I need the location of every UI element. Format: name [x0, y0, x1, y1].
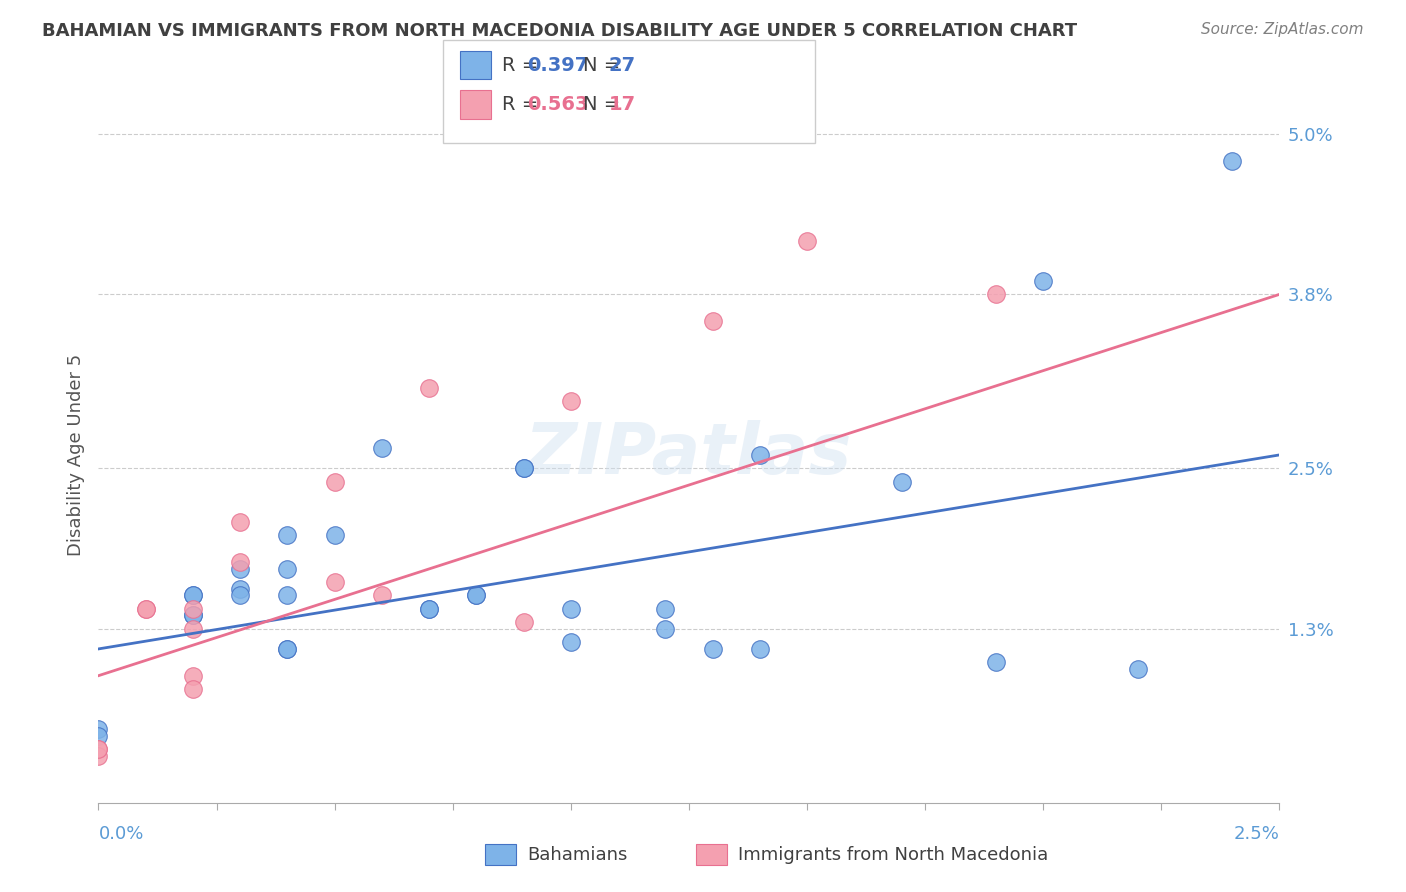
Point	[654, 601, 676, 615]
Text: 0.0%: 0.0%	[98, 825, 143, 843]
Point	[87, 742, 110, 756]
Point	[418, 381, 440, 395]
Point	[276, 528, 298, 542]
Point	[418, 601, 440, 615]
Point	[181, 589, 204, 603]
Point	[371, 442, 394, 455]
Point	[181, 601, 204, 615]
Text: 17: 17	[609, 95, 636, 114]
Point	[276, 589, 298, 603]
Point	[135, 601, 157, 615]
Point	[512, 461, 534, 475]
Point	[796, 234, 818, 248]
Point	[181, 608, 204, 623]
Point	[181, 589, 204, 603]
Point	[748, 642, 770, 657]
Text: N =: N =	[583, 95, 627, 114]
Point	[229, 589, 252, 603]
Point	[87, 749, 110, 764]
Point	[181, 608, 204, 623]
Point	[748, 448, 770, 462]
Text: 2.5%: 2.5%	[1233, 825, 1279, 843]
Point	[702, 642, 724, 657]
Point	[323, 528, 346, 542]
Point	[418, 601, 440, 615]
Point	[181, 681, 204, 696]
Point	[229, 562, 252, 576]
Y-axis label: Disability Age Under 5: Disability Age Under 5	[66, 354, 84, 556]
Point	[323, 574, 346, 589]
Point	[229, 555, 252, 569]
Point	[229, 582, 252, 596]
Point	[371, 589, 394, 603]
Point	[984, 287, 1007, 301]
Point	[560, 601, 582, 615]
Point	[890, 475, 912, 489]
Point	[465, 589, 488, 603]
Text: R =: R =	[502, 95, 544, 114]
Point	[323, 475, 346, 489]
Text: Immigrants from North Macedonia: Immigrants from North Macedonia	[738, 846, 1049, 863]
Point	[512, 461, 534, 475]
Point	[654, 622, 676, 636]
Point	[87, 742, 110, 756]
Text: 0.397: 0.397	[527, 55, 589, 75]
Text: Source: ZipAtlas.com: Source: ZipAtlas.com	[1201, 22, 1364, 37]
Text: Bahamians: Bahamians	[527, 846, 627, 863]
Point	[229, 515, 252, 529]
Point	[560, 394, 582, 409]
Text: BAHAMIAN VS IMMIGRANTS FROM NORTH MACEDONIA DISABILITY AGE UNDER 5 CORRELATION C: BAHAMIAN VS IMMIGRANTS FROM NORTH MACEDO…	[42, 22, 1077, 40]
Point	[276, 642, 298, 657]
Point	[276, 642, 298, 657]
Point	[560, 635, 582, 649]
Text: ZIPatlas: ZIPatlas	[526, 420, 852, 490]
Point	[465, 589, 488, 603]
Text: N =: N =	[583, 55, 627, 75]
Point	[1126, 662, 1149, 676]
Point	[87, 729, 110, 743]
Text: 0.563: 0.563	[527, 95, 589, 114]
Point	[181, 669, 204, 683]
Point	[1220, 153, 1243, 168]
Point	[984, 655, 1007, 669]
Point	[512, 615, 534, 630]
Point	[702, 314, 724, 328]
Point	[276, 562, 298, 576]
Text: 27: 27	[609, 55, 636, 75]
Point	[1032, 274, 1054, 288]
Point	[135, 601, 157, 615]
Point	[181, 622, 204, 636]
Point	[87, 723, 110, 737]
Text: R =: R =	[502, 55, 544, 75]
